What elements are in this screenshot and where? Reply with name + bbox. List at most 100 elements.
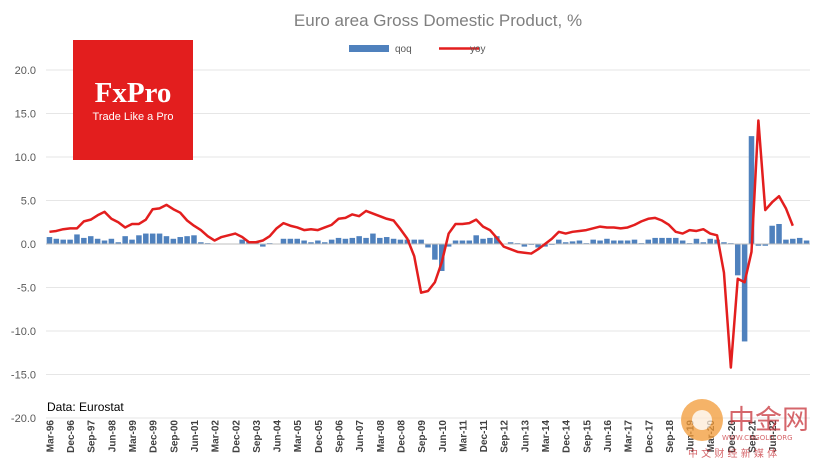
qoq-bar [590, 239, 596, 244]
qoq-bar [328, 239, 335, 244]
logo-tagline: Trade Like a Pro [93, 111, 174, 123]
x-tick-label: Sep-06 [335, 420, 346, 453]
x-tick-label: Sep-09 [417, 420, 428, 453]
qoq-bar [507, 242, 514, 244]
watermark-subtitle: 中 文 财 经 新 媒 体 [688, 447, 777, 460]
qoq-bar [762, 244, 769, 246]
qoq-bar [363, 237, 369, 244]
x-tick-label: Mar-11 [458, 420, 469, 452]
qoq-bar [748, 136, 755, 244]
qoq-bar [260, 244, 266, 247]
qoq-bar [597, 240, 603, 244]
x-tick-label: Mar-02 [211, 420, 222, 453]
x-tick-label: Jun-04 [273, 420, 284, 453]
qoq-bar [163, 236, 170, 244]
qoq-bar [796, 237, 803, 244]
qoq-bar [569, 241, 576, 244]
x-tick-label: Sep-97 [87, 420, 98, 453]
qoq-bar [287, 238, 294, 244]
qoq-bar [776, 223, 782, 244]
legend: qoq yoy [349, 44, 486, 55]
x-tick-label: Sep-18 [665, 420, 676, 453]
y-tick-label: -10.0 [11, 326, 36, 338]
qoq-bar [74, 234, 80, 244]
qoq-bar [480, 238, 486, 244]
qoq-bar [143, 233, 149, 244]
qoq-bar [370, 233, 376, 244]
qoq-bar [783, 239, 789, 244]
x-tick-label: Dec-96 [66, 420, 77, 453]
x-tick-label: Jun-22 [768, 420, 779, 453]
qoq-bar [624, 240, 631, 244]
x-tick-label: Sep-15 [582, 420, 593, 453]
yoy-series-line [49, 119, 794, 369]
qoq-bar [679, 240, 686, 244]
logo-background [73, 40, 193, 160]
y-tick-label: -15.0 [11, 370, 36, 382]
qoq-bar [94, 238, 101, 244]
legend-label-yoy: yoy [470, 44, 486, 55]
qoq-bar [432, 244, 438, 260]
x-tick-label: Jun-98 [107, 420, 118, 453]
qoq-bar [356, 236, 362, 244]
qoq-bar [425, 244, 431, 248]
x-tick-label: Mar-96 [45, 420, 56, 453]
watermark: 中金网 WWW.CNGOLD.ORG 中 文 财 经 新 媒 体 [681, 399, 809, 460]
logo-brand: FxPro [95, 77, 172, 109]
x-tick-label: Mar-99 [128, 420, 139, 453]
qoq-bar [459, 240, 466, 244]
qoq-bar [521, 244, 528, 247]
qoq-bar [452, 240, 459, 244]
x-tick-label: Dec-05 [314, 420, 325, 453]
qoq-bar [487, 237, 493, 244]
qoq-bar [734, 244, 741, 276]
qoq-bar [790, 238, 796, 244]
qoq-bar [67, 239, 73, 244]
chart-title: Euro area Gross Domestic Product, % [294, 11, 582, 30]
qoq-bar [631, 239, 638, 244]
qoq-bar [700, 242, 707, 244]
qoq-bar [390, 238, 397, 244]
source-note: Data: Eurostat [47, 400, 124, 414]
qoq-bars [46, 136, 810, 342]
x-tick-label: Jun-07 [355, 420, 366, 453]
qoq-bar [87, 236, 94, 244]
qoq-bar [721, 242, 727, 244]
y-tick-label: 20.0 [15, 65, 36, 77]
qoq-bar [494, 236, 500, 244]
qoq-bar [397, 239, 404, 244]
yoy-line [49, 119, 794, 369]
x-tick-label: Dec-20 [727, 420, 738, 453]
qoq-bar [411, 239, 417, 244]
x-tick-label: Sep-21 [747, 420, 758, 453]
qoq-bar [149, 233, 156, 244]
qoq-bar [383, 237, 390, 244]
qoq-bar [611, 240, 617, 244]
y-tick-label: 0.0 [21, 239, 36, 251]
qoq-bar [769, 225, 775, 244]
x-tick-label: Sep-00 [169, 420, 180, 453]
qoq-bar [280, 238, 287, 244]
qoq-bar [129, 239, 135, 244]
qoq-bar [122, 236, 128, 244]
qoq-bar [803, 240, 810, 244]
qoq-bar [156, 233, 163, 244]
qoq-bar [239, 239, 245, 244]
qoq-bar [301, 240, 307, 244]
qoq-bar [115, 242, 122, 244]
qoq-bar [652, 237, 658, 244]
x-tick-label: Sep-12 [500, 420, 511, 453]
qoq-bar [418, 239, 424, 244]
y-axis-ticks: 20.0 15.0 10.0 5.0 0.0 -5.0 -10.0 -15.0 -20.0 [11, 65, 36, 425]
qoq-bar [294, 238, 300, 244]
qoq-bar [198, 242, 204, 244]
qoq-bar [177, 237, 183, 244]
qoq-bar [535, 244, 541, 248]
qoq-bar [556, 239, 562, 244]
x-tick-label: Mar-14 [541, 420, 552, 453]
watermark-logo-inner [692, 410, 712, 430]
qoq-bar [184, 236, 190, 244]
x-tick-label: Dec-02 [231, 420, 242, 453]
y-tick-label: 15.0 [15, 109, 36, 121]
